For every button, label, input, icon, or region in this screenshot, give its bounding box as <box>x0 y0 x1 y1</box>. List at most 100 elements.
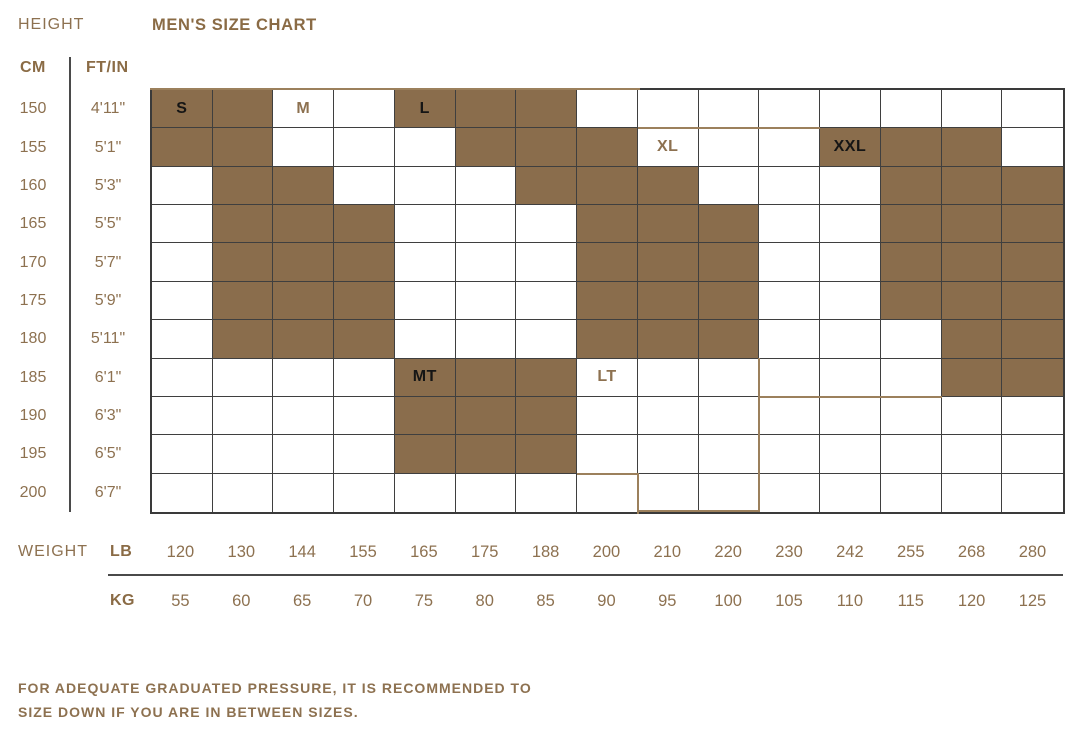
empty-cell <box>455 473 517 512</box>
height-axis-title: HEIGHT <box>18 16 85 33</box>
size-zone-cell <box>577 128 638 167</box>
height-units-divider <box>69 57 71 512</box>
height-ftin-value: 6'7" <box>94 483 122 501</box>
empty-cell <box>1002 396 1063 436</box>
empty-cell <box>759 166 821 206</box>
empty-cell <box>759 243 821 282</box>
size-zone-cell <box>516 358 578 397</box>
size-zone-cell <box>516 435 578 474</box>
height-cm-value: 200 <box>19 483 47 501</box>
lb-axis-values: 120 130 144 155 165 175 188 200 210 220 230 242 255 2… <box>150 543 1063 563</box>
weight-lb-value: 255 <box>896 543 925 561</box>
size-zone-cell <box>1002 358 1063 397</box>
empty-cell <box>820 243 881 282</box>
size-zone-cell <box>941 166 1003 206</box>
empty-cell <box>455 243 517 282</box>
size-label-m: M <box>296 99 311 117</box>
weight-lb-value: 165 <box>410 543 438 561</box>
size-zone-cell <box>212 320 274 359</box>
weight-kg-value: 105 <box>775 592 803 610</box>
empty-cell <box>637 358 699 397</box>
height-ftin-value: 5'5" <box>94 215 122 233</box>
size-zone-cell <box>698 320 760 359</box>
weight-kg-value: 95 <box>658 592 677 610</box>
size-grid: S M L XL XXL MT LT <box>150 88 1065 514</box>
size-zone-cell <box>334 205 395 244</box>
size-zone-cell <box>516 128 578 167</box>
zone-outline-segment <box>577 473 639 475</box>
empty-cell <box>334 128 395 167</box>
empty-cell <box>273 358 335 397</box>
lb-unit-label: LB <box>110 543 133 560</box>
empty-cell <box>152 473 213 512</box>
empty-cell <box>698 166 760 206</box>
size-zone-cell <box>637 205 699 244</box>
empty-cell <box>759 90 821 129</box>
height-cm-value: 150 <box>19 100 47 118</box>
weight-kg-value: 80 <box>475 592 494 610</box>
empty-cell <box>152 358 213 397</box>
weight-kg-value: 120 <box>957 592 986 610</box>
empty-cell <box>1002 128 1063 167</box>
size-zone-cell <box>637 243 699 282</box>
empty-cell <box>637 473 699 512</box>
weight-kg-value: 55 <box>171 592 190 610</box>
size-label-xl: XL <box>657 138 679 156</box>
empty-cell: M <box>273 90 335 129</box>
weight-kg-value: 75 <box>414 592 434 610</box>
size-zone-cell <box>637 281 699 321</box>
height-ftin-value: 5'9" <box>94 291 122 309</box>
empty-cell <box>273 473 335 512</box>
size-zone-cell <box>577 205 638 244</box>
empty-cell <box>334 435 395 474</box>
empty-cell <box>334 396 395 436</box>
empty-cell <box>334 473 395 512</box>
height-cm-value: 165 <box>19 215 47 233</box>
size-zone-cell <box>880 243 942 282</box>
empty-cell <box>759 396 821 436</box>
weight-lb-value: 210 <box>653 543 682 561</box>
size-zone-cell <box>577 243 638 282</box>
empty-cell <box>637 396 699 436</box>
weight-lb-value: 130 <box>227 543 256 561</box>
weight-lb-value: 188 <box>531 543 560 561</box>
empty-cell <box>880 358 942 397</box>
size-zone-cell <box>1002 243 1063 282</box>
size-zone-cell <box>1002 205 1063 244</box>
empty-cell <box>516 473 578 512</box>
height-axis-labels: 150 4'11" 155 5'1" 160 5'3" 165 5'5" 170 5'7" 175 5… <box>0 90 150 512</box>
height-ftin-value: 5'7" <box>94 253 122 271</box>
height-cm-value: 185 <box>19 368 47 386</box>
weight-kg-value: 65 <box>292 592 312 610</box>
weight-lb-value: 155 <box>349 543 377 561</box>
height-row-label: 200 6'7" <box>0 474 150 512</box>
size-zone-cell <box>212 205 274 244</box>
empty-cell <box>394 320 456 359</box>
weight-kg-value: 110 <box>836 592 864 610</box>
empty-cell <box>941 396 1003 436</box>
weight-lb-value: 230 <box>775 543 803 561</box>
size-zone-cell <box>577 166 638 206</box>
size-zone-cell <box>273 205 335 244</box>
size-zone-cell <box>152 128 213 167</box>
empty-cell <box>820 205 881 244</box>
empty-cell <box>455 205 517 244</box>
height-cm-value: 180 <box>19 330 47 348</box>
height-ftin-value: 6'1" <box>94 368 122 386</box>
empty-cell <box>759 473 821 512</box>
empty-cell <box>820 90 881 129</box>
size-zone-cell <box>941 358 1003 397</box>
empty-cell <box>455 281 517 321</box>
weight-lb-value: 175 <box>470 543 499 561</box>
empty-cell <box>212 396 274 436</box>
size-zone-cell <box>334 243 395 282</box>
kg-axis-values: 55 60 65 70 75 80 85 90 95 100 105 110 115 120 125 <box>150 592 1063 612</box>
size-zone-cell <box>334 281 395 321</box>
empty-cell <box>880 473 942 512</box>
weight-lb-value: 268 <box>957 543 986 561</box>
size-zone-cell <box>941 320 1003 359</box>
empty-cell <box>880 90 942 129</box>
height-cm-value: 160 <box>19 176 47 194</box>
empty-cell <box>516 243 578 282</box>
height-cm-value: 175 <box>19 291 47 309</box>
